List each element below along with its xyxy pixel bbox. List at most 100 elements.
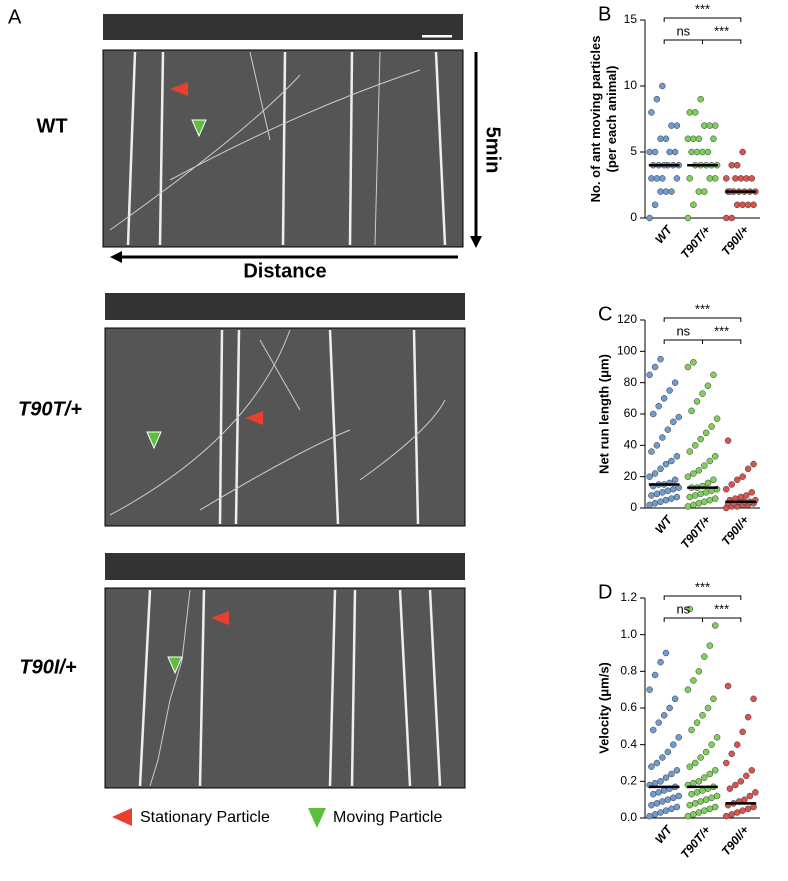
legend-label: Stationary Particle [140, 809, 270, 826]
data-point [711, 175, 719, 182]
y-tick-label: 10 [624, 78, 638, 92]
data-point [723, 759, 730, 767]
data-point [710, 476, 717, 484]
data-point [706, 175, 714, 182]
legend-marker [112, 808, 132, 826]
data-point [739, 201, 746, 209]
data-point [686, 605, 694, 613]
data-point [684, 686, 692, 693]
x-tick-label: T90I/+ [719, 223, 752, 258]
data-point [686, 763, 694, 770]
data-point [673, 122, 681, 129]
data-point [668, 770, 675, 778]
data-point [648, 175, 655, 182]
data-point [697, 435, 704, 443]
data-point [695, 188, 703, 195]
data-point [673, 767, 681, 774]
data-point [649, 726, 657, 734]
significance-bracket [702, 39, 742, 44]
data-point [699, 148, 706, 156]
data-point [695, 809, 703, 816]
data-point [657, 658, 664, 666]
y-tick-label: 0 [630, 500, 637, 514]
data-point [648, 763, 655, 770]
data-point [671, 695, 679, 703]
data-point [702, 796, 710, 803]
y-axis-label: Net run length (μm) [596, 354, 611, 474]
data-point [701, 774, 708, 781]
data-point [670, 741, 677, 748]
data-point [695, 500, 703, 507]
data-point [701, 462, 708, 469]
data-point [662, 774, 670, 781]
data-point [728, 811, 735, 818]
data-point [711, 622, 719, 629]
significance-bracket [663, 39, 703, 44]
data-point [657, 135, 664, 143]
data-point [750, 803, 757, 811]
data-point [691, 442, 699, 449]
data-point [695, 467, 703, 474]
data-point [728, 161, 735, 169]
data-point [659, 798, 666, 805]
data-point [744, 805, 752, 813]
data-point [743, 772, 750, 780]
scale-bar [422, 35, 452, 38]
data-point [651, 470, 659, 477]
data-point [693, 789, 701, 796]
x-tick-label: WT [652, 222, 676, 247]
moving-marker [191, 119, 207, 138]
data-point [659, 434, 666, 441]
significance-label: ns [676, 323, 690, 338]
data-point [646, 148, 653, 156]
data-point [706, 805, 714, 813]
data-point [708, 794, 715, 802]
moving-marker [146, 431, 162, 450]
data-point [664, 748, 672, 756]
data-point [653, 800, 661, 807]
stationary-marker [211, 611, 229, 625]
y-tick-label: 0.2 [620, 774, 637, 788]
data-point [741, 796, 748, 803]
data-point [664, 426, 672, 433]
y-tick-label: 0.0 [620, 810, 637, 824]
data-point [660, 787, 668, 794]
data-point [670, 794, 677, 802]
y-tick-label: 80 [624, 375, 638, 389]
data-point [664, 796, 672, 803]
data-point [697, 95, 704, 103]
data-point [686, 448, 694, 455]
data-point [668, 495, 675, 502]
data-point [750, 201, 757, 209]
x-tick-label: WT [652, 512, 676, 537]
y-tick-label: 20 [624, 469, 638, 483]
data-point [723, 812, 730, 820]
y-tick-label: 0.4 [620, 737, 637, 751]
data-point [695, 135, 703, 143]
data-point [733, 161, 741, 169]
data-point [710, 371, 717, 379]
data-point [704, 382, 712, 390]
y-tick-label: 5 [630, 144, 637, 158]
data-point [655, 719, 662, 726]
data-point [733, 809, 741, 816]
data-point [675, 413, 682, 421]
data-point [671, 476, 679, 484]
data-point [713, 415, 721, 422]
y-axis-label: No. of ant moving particles(per each ani… [588, 36, 619, 203]
data-point [693, 719, 701, 726]
data-point [697, 490, 704, 498]
data-point [750, 695, 757, 703]
y-tick-label: 15 [624, 12, 638, 26]
data-point [744, 713, 752, 721]
data-point [697, 798, 704, 805]
data-point [649, 410, 657, 418]
data-point [668, 188, 675, 195]
data-point [655, 789, 662, 796]
data-point [684, 214, 692, 222]
legend-marker [308, 808, 326, 828]
panel-a: A WT 5min Distance T90T/+ T90I/+ Sta [8, 6, 504, 828]
kymograph [104, 327, 466, 527]
data-point [737, 175, 745, 182]
data-point [670, 418, 677, 426]
